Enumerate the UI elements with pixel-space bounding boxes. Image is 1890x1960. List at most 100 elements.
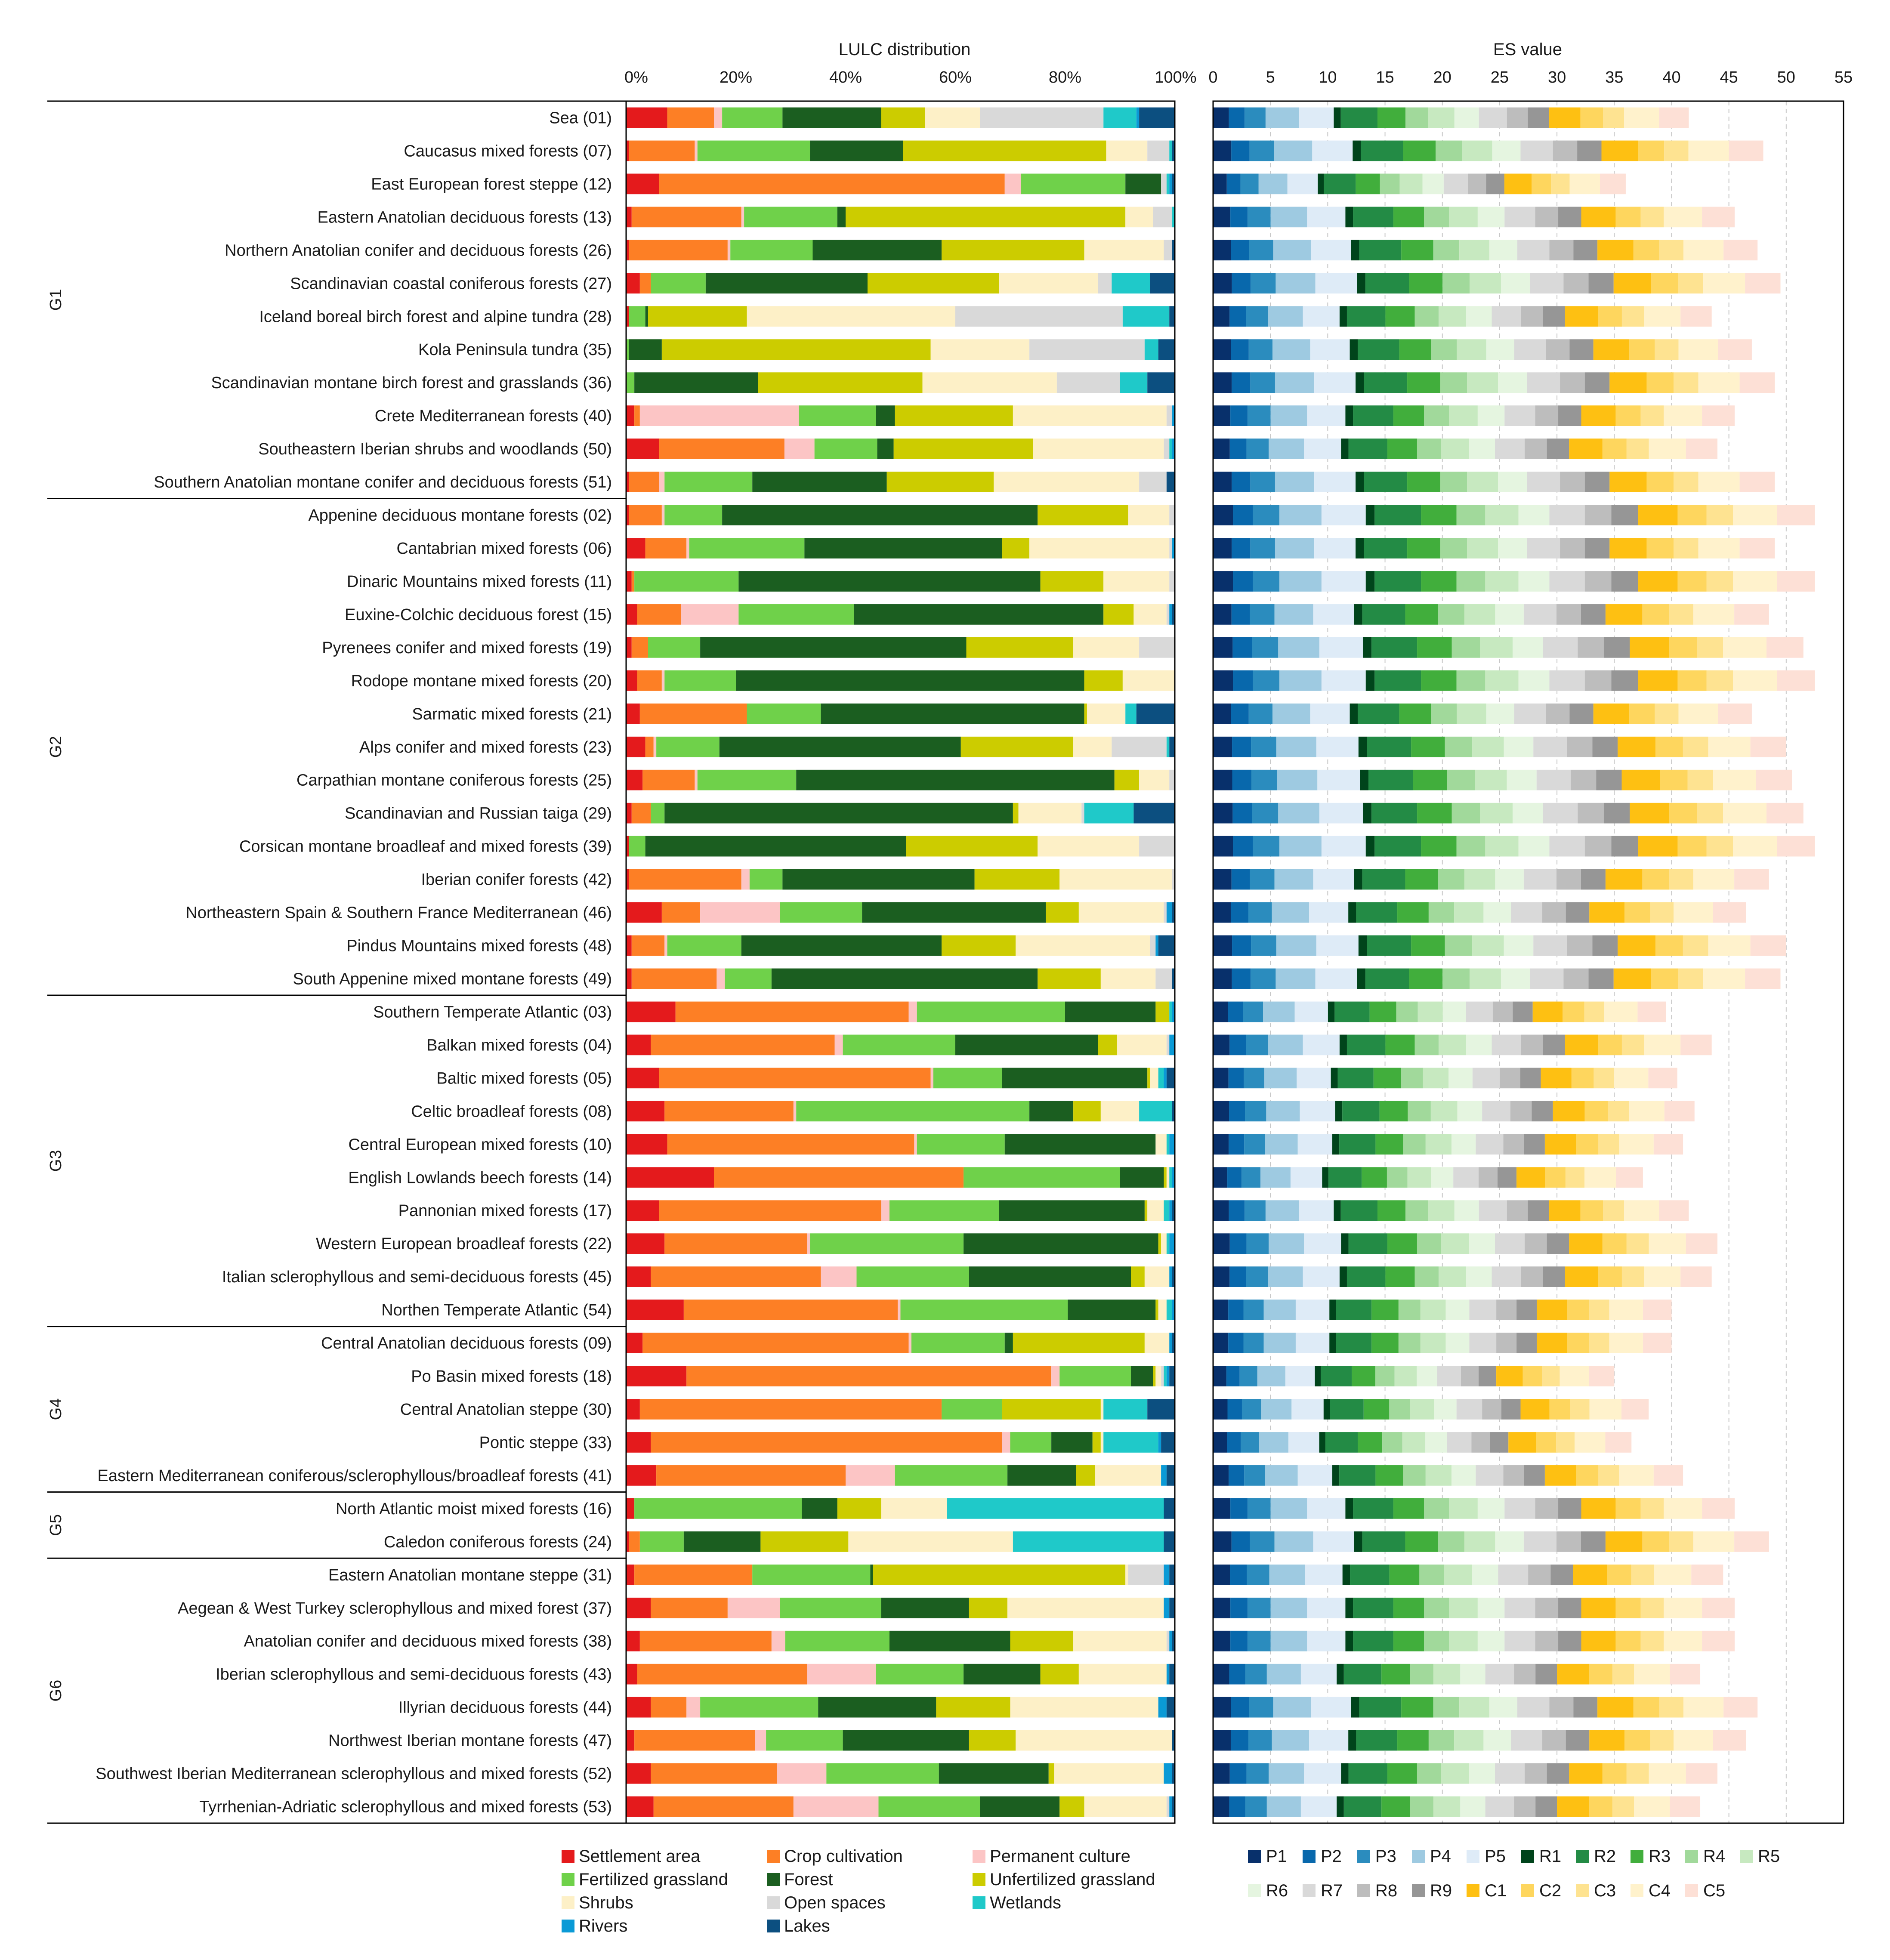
es-bar-segment <box>1213 505 1233 525</box>
legend-swatch <box>1357 1850 1370 1863</box>
lulc-bar-segment <box>843 1730 969 1751</box>
es-bar-segment <box>1543 637 1578 658</box>
es-bar-segment <box>1581 405 1616 426</box>
es-bar-segment <box>1348 1730 1356 1751</box>
es-bar-segment <box>1244 1134 1265 1155</box>
es-bar-segment <box>1495 604 1524 625</box>
es-bar-segment <box>1653 1134 1683 1155</box>
es-bar-segment <box>1686 438 1717 459</box>
lulc-bar-segment <box>651 803 665 824</box>
lulc-bar-segment <box>1172 140 1175 161</box>
lulc-bar-segment <box>760 1531 849 1552</box>
es-bar-segment <box>1521 1266 1543 1287</box>
lulc-bar-segment <box>736 670 1084 691</box>
es-bar-segment <box>1537 1333 1567 1353</box>
lulc-bar-segment <box>1158 1432 1161 1453</box>
es-bar-segment <box>1489 1697 1518 1718</box>
lulc-bar-segment <box>1103 571 1170 592</box>
es-bar-segment <box>1377 107 1406 128</box>
lulc-bar-segment <box>626 1465 657 1486</box>
legend-label: P1 <box>1266 1847 1287 1866</box>
lulc-bar-segment <box>664 505 723 525</box>
es-bar-segment <box>1513 1001 1533 1022</box>
es-bar-segment <box>1604 1001 1638 1022</box>
legend-label: R9 <box>1430 1881 1452 1900</box>
es-bar-segment <box>1213 1564 1230 1585</box>
es-bar-segment <box>1233 571 1253 592</box>
es-x-tick-label: 10 <box>1319 68 1337 86</box>
es-bar-segment <box>1542 1366 1560 1386</box>
es-bar-segment <box>1556 869 1581 890</box>
es-bar-segment <box>1629 339 1655 360</box>
es-bars <box>1213 107 1815 1817</box>
es-bar-segment <box>1251 968 1276 989</box>
es-bar-segment <box>1686 1233 1717 1254</box>
es-bar-segment <box>1354 1531 1362 1552</box>
es-bar-segment <box>1680 306 1712 327</box>
es-bar-segment <box>1231 869 1250 890</box>
es-bar-segment <box>1501 1399 1521 1420</box>
es-bar-segment <box>1337 1796 1344 1817</box>
es-bar-segment <box>1421 836 1457 857</box>
legend-swatch <box>1685 1850 1698 1863</box>
es-bar-segment <box>1514 1796 1536 1817</box>
es-bar-segment <box>1387 1763 1417 1784</box>
legend-label: C4 <box>1649 1881 1671 1900</box>
es-bar-segment <box>1698 372 1740 393</box>
lulc-bar-segment <box>1169 1366 1175 1386</box>
es-bar-segment <box>1213 1266 1230 1287</box>
es-bar-segment <box>1648 1068 1677 1089</box>
lulc-bar-segment <box>1155 1134 1167 1155</box>
es-bar-segment <box>1576 1134 1599 1155</box>
es-bar-segment <box>1698 472 1740 492</box>
lulc-bar-segment <box>1136 107 1140 128</box>
es-bar-segment <box>1593 703 1629 724</box>
es-bar-segment <box>1230 1498 1248 1519</box>
row-label: North Atlantic moist mixed forests (16) <box>336 1500 612 1518</box>
lulc-bar-segment <box>837 1498 881 1519</box>
es-bar-segment <box>1403 1134 1426 1155</box>
es-bar-segment <box>1350 339 1358 360</box>
es-bar-segment <box>1377 1200 1406 1221</box>
es-bar-segment <box>1213 1034 1230 1056</box>
lulc-bar-segment <box>661 902 701 923</box>
legend-label: R4 <box>1703 1847 1725 1866</box>
es-bar-segment <box>1492 1034 1521 1056</box>
lulc-bar-segment <box>1164 1531 1175 1552</box>
es-bar-segment <box>1294 1001 1328 1022</box>
lulc-bar-segment <box>1098 1034 1118 1056</box>
lulc-bar-segment <box>741 207 744 228</box>
es-bar-segment <box>1486 703 1514 724</box>
es-bar-segment <box>1240 173 1259 194</box>
row-label: Southern Anatolian montane conifer and d… <box>154 473 612 491</box>
es-bar-segment <box>1342 1101 1380 1122</box>
es-bar-segment <box>1489 240 1518 261</box>
lulc-bar-segment <box>1158 339 1175 360</box>
es-bar-segment <box>1659 1697 1684 1718</box>
es-bar-segment <box>1733 505 1778 525</box>
lulc-bar-segment <box>876 405 895 426</box>
lulc-bar-segment <box>634 1498 802 1519</box>
es-bar-segment <box>1524 1465 1545 1486</box>
lulc-bar-segment <box>1150 1068 1158 1089</box>
es-bar-segment <box>1396 1001 1418 1022</box>
es-bar-segment <box>1253 670 1280 691</box>
es-bar-segment <box>1549 240 1574 261</box>
lulc-bar-segment <box>994 472 1140 492</box>
lulc-bar-segment <box>631 571 635 592</box>
es-bar-segment <box>1393 405 1424 426</box>
es-bar-segment <box>1315 968 1357 989</box>
lulc-bar-segment <box>626 1730 635 1751</box>
lulc-bar-segment <box>1169 571 1175 592</box>
es-bar-segment <box>1504 173 1532 194</box>
es-bar-segment <box>1266 1101 1300 1122</box>
row-label: Iceland boreal birch forest and alpine t… <box>259 308 612 326</box>
es-bar-segment <box>1229 306 1246 327</box>
es-bar-segment <box>1570 1399 1590 1420</box>
es-bar-segment <box>1438 1034 1466 1056</box>
lulc-bar-segment <box>705 273 868 294</box>
es-bar-segment <box>1640 405 1664 426</box>
lulc-bar-segment <box>626 1233 665 1254</box>
es-bar-segment <box>1252 803 1279 824</box>
es-bar-segment <box>1374 670 1421 691</box>
